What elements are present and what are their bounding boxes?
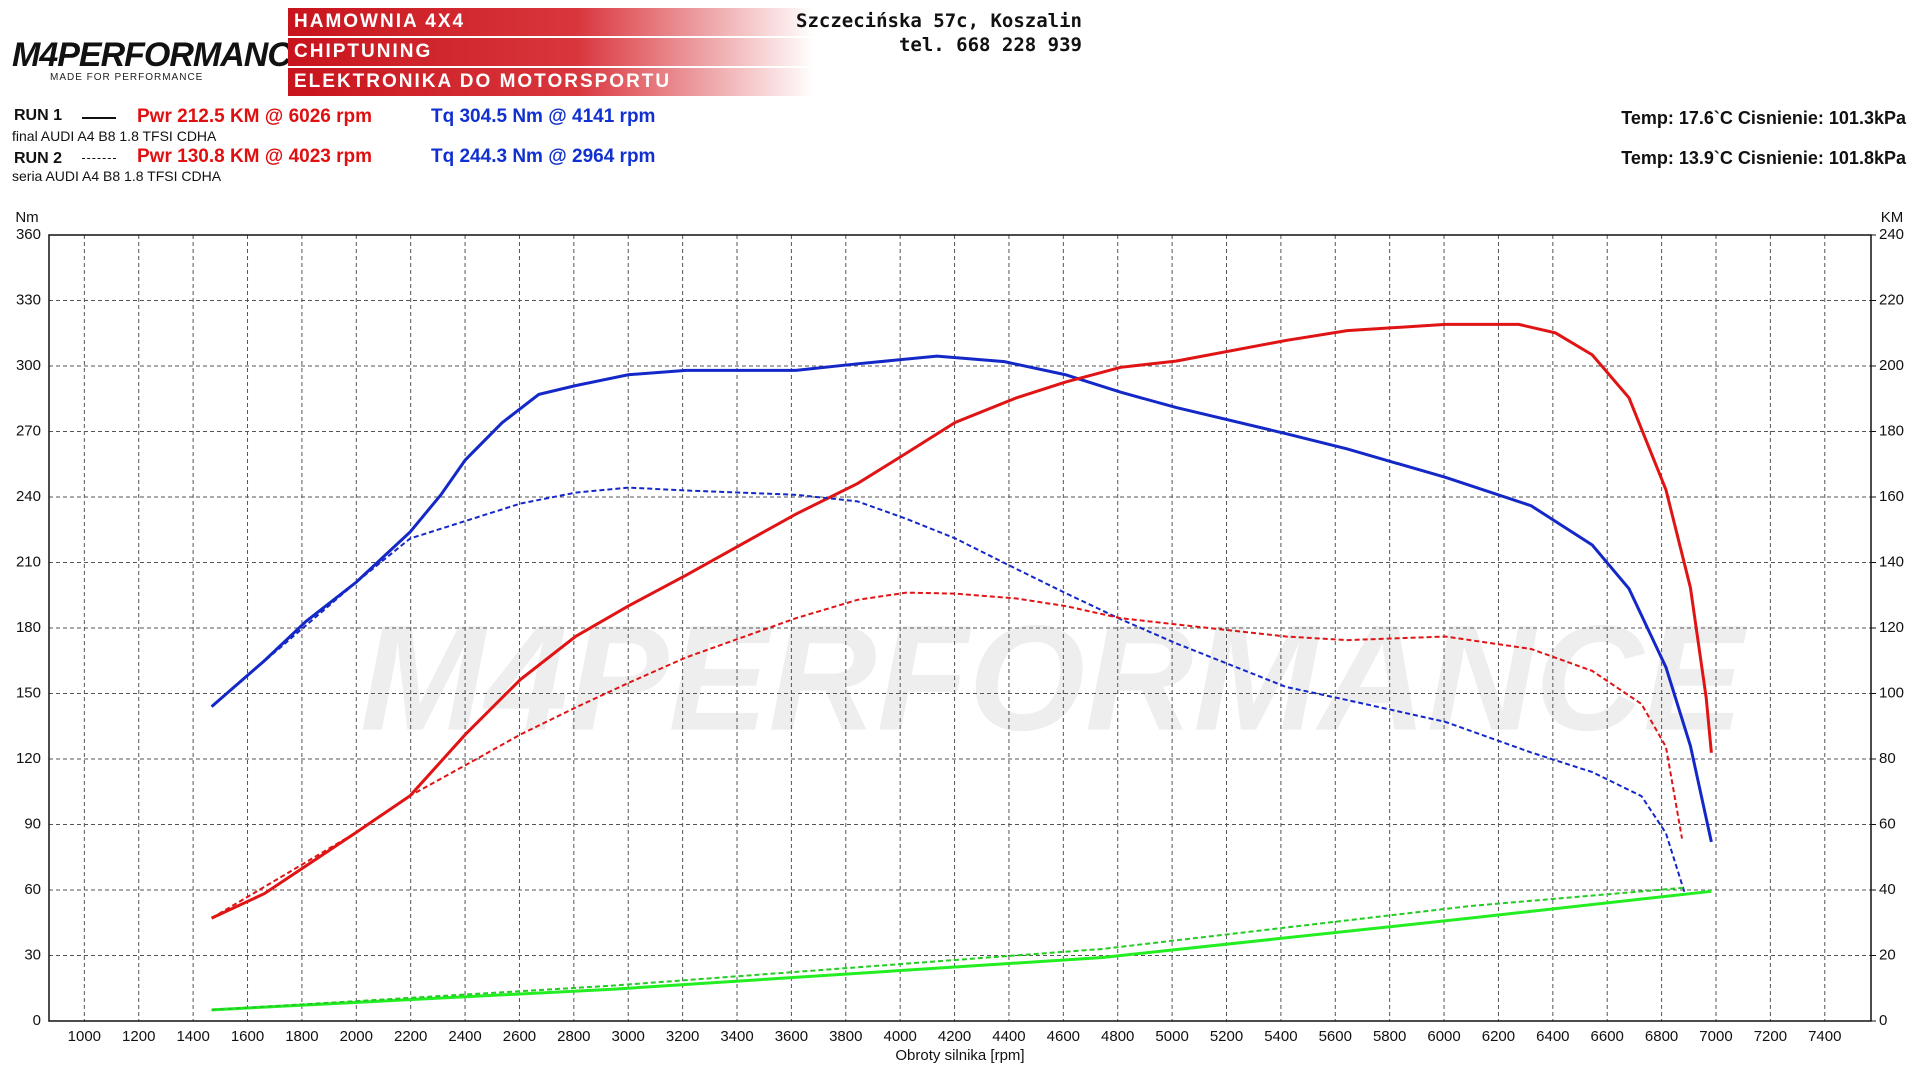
x-tick-label: 7200 [1754,1028,1787,1045]
y2-tick-label: 240 [1879,226,1904,243]
y2-tick-label: 20 [1879,946,1896,963]
x-tick-label: 1400 [176,1028,209,1045]
address: Szczecińska 57c, Koszalin [796,10,1082,32]
x-tick-label: 5200 [1210,1028,1243,1045]
x-tick-label: 3400 [720,1028,753,1045]
y-tick-label: 150 [16,684,41,701]
x-tick-label: 2800 [557,1028,590,1045]
y-tick-label: 300 [16,357,41,374]
y-axis-label: Nm [15,209,38,226]
x-tick-label: 5600 [1319,1028,1352,1045]
x-tick-label: 3800 [829,1028,862,1045]
y2-tick-label: 40 [1879,881,1896,898]
banner-line: HAMOWNIA 4X4 [288,8,814,36]
run-desc: seria AUDI A4 B8 1.8 TFSI CDHA [12,168,222,184]
y2-tick-label: 200 [1879,357,1904,374]
plot-frame [48,234,1872,1022]
series-line [211,886,1685,1011]
x-tick-label: 3000 [612,1028,645,1045]
logo: M4PERFORMANCE [12,36,314,74]
legend-line [82,158,116,159]
x-tick-label: 2400 [448,1028,481,1045]
x-tick-label: 2000 [340,1028,373,1045]
run-power: Pwr 212.5 KM @ 6026 rpm [137,106,373,127]
x-tick-label: 1200 [122,1028,155,1045]
x-tick-label: 1000 [68,1028,101,1045]
run-desc: final AUDI A4 B8 1.8 TFSI CDHA [12,128,217,144]
x-tick-label: 1600 [231,1028,264,1045]
series-line [211,591,1683,920]
y2-tick-label: 160 [1879,488,1904,505]
logo-subtitle: MADE FOR PERFORMANCE [50,72,204,83]
phone: tel. 668 228 939 [898,34,1082,56]
run-torque: Tq 304.5 Nm @ 4141 rpm [431,106,656,127]
x-tick-label: 6800 [1645,1028,1678,1045]
x-tick-label: 5800 [1373,1028,1406,1045]
x-tick-label: 2200 [394,1028,427,1045]
y-tick-label: 180 [16,619,41,636]
x-tick-label: 7000 [1699,1028,1732,1045]
x-tick-label: 5000 [1155,1028,1188,1045]
y-tick-label: 210 [16,553,41,570]
y2-tick-label: 140 [1879,553,1904,570]
y-tick-label: 30 [24,946,41,963]
banner-line: CHIPTUNING [288,38,814,66]
y-tick-label: 0 [33,1012,41,1029]
legend-line [82,117,116,119]
y2-axis-label: KM [1881,209,1904,226]
x-tick-label: 4800 [1101,1028,1134,1045]
run-conditions: Temp: 13.9`C Cisnienie: 101.8kPa [1621,148,1906,168]
series-line [210,354,1713,843]
y2-tick-label: 60 [1879,815,1896,832]
y2-tick-label: 220 [1879,291,1904,308]
y-tick-label: 90 [24,815,41,832]
y-tick-label: 120 [16,750,41,767]
x-tick-label: 3600 [775,1028,808,1045]
x-tick-label: 7400 [1808,1028,1841,1045]
x-tick-label: 6600 [1591,1028,1624,1045]
series-line [210,322,1713,920]
run-conditions: Temp: 17.6`C Cisnienie: 101.3kPa [1621,108,1906,128]
y-tick-label: 330 [16,291,41,308]
y2-tick-label: 180 [1879,422,1904,439]
x-tick-label: 6000 [1427,1028,1460,1045]
series-line [211,889,1712,1012]
x-tick-label: 1800 [285,1028,318,1045]
x-tick-label: 6200 [1482,1028,1515,1045]
x-tick-label: 2600 [503,1028,536,1045]
x-tick-label: 3200 [666,1028,699,1045]
y2-tick-label: 120 [1879,619,1904,636]
y-tick-label: 270 [16,422,41,439]
run-label: RUN 1 [14,107,63,124]
banner-line: ELEKTRONIKA DO MOTORSPORTU [288,68,814,96]
y2-tick-label: 100 [1879,684,1904,701]
y-tick-label: 240 [16,488,41,505]
x-axis-label: Obroty silnika [rpm] [895,1047,1024,1064]
watermark: M4PERFORMANCE [360,594,1747,762]
y-tick-label: 360 [16,226,41,243]
y2-tick-label: 80 [1879,750,1896,767]
y-tick-label: 60 [24,881,41,898]
x-tick-label: 6400 [1536,1028,1569,1045]
x-tick-label: 4000 [883,1028,916,1045]
x-tick-label: 4400 [992,1028,1025,1045]
run-label: RUN 2 [14,150,63,167]
x-tick-label: 5400 [1264,1028,1297,1045]
run-power: Pwr 130.8 KM @ 4023 rpm [137,146,373,167]
x-tick-label: 4200 [938,1028,971,1045]
run-torque: Tq 244.3 Nm @ 2964 rpm [431,146,656,167]
x-tick-label: 4600 [1047,1028,1080,1045]
y2-tick-label: 0 [1879,1012,1887,1029]
